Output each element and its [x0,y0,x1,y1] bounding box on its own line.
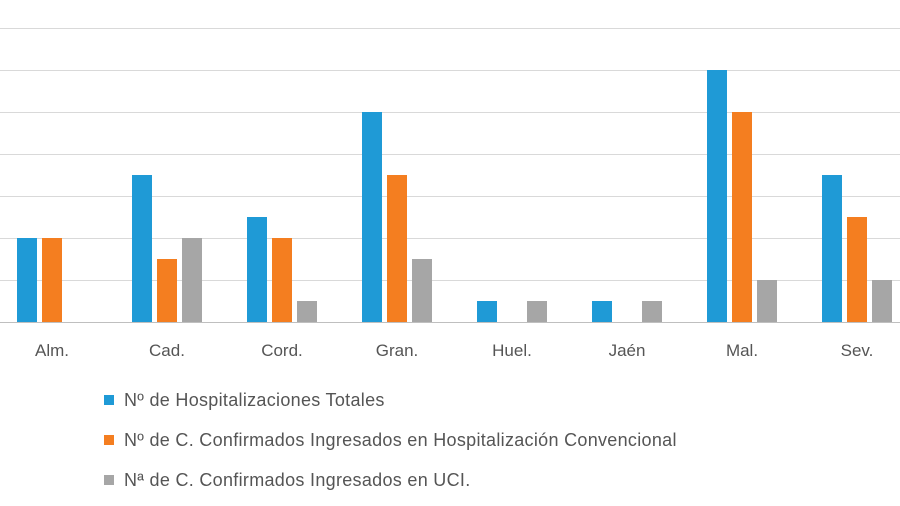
legend: Nº de Hospitalizaciones Totales Nº de C.… [104,380,677,500]
x-tick-label: Cord. [261,341,303,360]
legend-swatch [104,475,114,485]
bar-cad-series-1 [157,259,177,322]
x-tick-label: Huel. [492,341,532,360]
x-tick-label: Sev. [841,341,874,360]
x-tick-label: Mal. [726,341,758,360]
bar-sev-series-1 [847,217,867,322]
x-tick-label: Gran. [376,341,419,360]
legend-swatch [104,395,114,405]
bar-cord-series-1 [272,238,292,322]
bars [17,70,892,322]
bar-mal-series-1 [732,112,752,322]
x-axis: Alm. Cad. Cord. Gran. Huel. Jaén Mal. Sev. [35,341,873,360]
bar-jaén-series-2 [642,301,662,322]
bar-cad-series-0 [132,175,152,322]
legend-item-hospitalizaciones-totales: Nº de Hospitalizaciones Totales [104,380,677,420]
bar-jaén-series-0 [592,301,612,322]
bar-gran-series-2 [412,259,432,322]
bar-gran-series-1 [387,175,407,322]
x-tick-label: Cad. [149,341,185,360]
x-tick-label: Alm. [35,341,69,360]
bar-mal-series-2 [757,280,777,322]
bar-alm-series-0 [17,238,37,322]
bar-cord-series-2 [297,301,317,322]
bar-cad-series-2 [182,238,202,322]
bar-cord-series-0 [247,217,267,322]
legend-label: Nª de C. Confirmados Ingresados en UCI. [124,469,471,490]
bar-huel-series-2 [527,301,547,322]
bar-sev-series-2 [872,280,892,322]
bar-gran-series-0 [362,112,382,322]
bar-sev-series-0 [822,175,842,322]
legend-item-uci: Nª de C. Confirmados Ingresados en UCI. [104,460,677,500]
bar-mal-series-0 [707,70,727,322]
legend-swatch [104,435,114,445]
legend-label: Nº de Hospitalizaciones Totales [124,389,385,410]
legend-label: Nº de C. Confirmados Ingresados en Hospi… [124,429,677,450]
bar-alm-series-1 [42,238,62,322]
x-tick-label: Jaén [609,341,646,360]
bar-huel-series-0 [477,301,497,322]
legend-item-hospitalizacion-convencional: Nº de C. Confirmados Ingresados en Hospi… [104,420,677,460]
